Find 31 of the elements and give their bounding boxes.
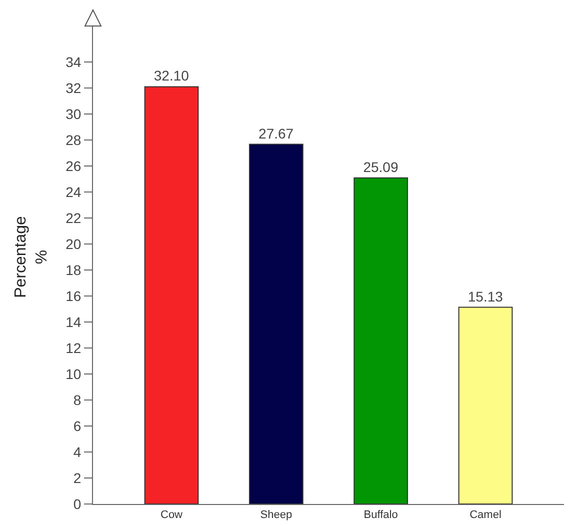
y-tick-label: 34: [66, 54, 82, 70]
bar: [458, 306, 513, 504]
bar: [354, 177, 408, 504]
y-tick-label: 6: [73, 418, 82, 434]
y-tick-label: 22: [66, 210, 82, 226]
x-tick-label: Sheep: [260, 509, 292, 522]
y-axis-title: Percentage %: [12, 216, 51, 298]
y-tick-label: 16: [66, 288, 82, 304]
y-tick-label: 4: [73, 444, 82, 460]
y-tick-label: 18: [66, 262, 82, 278]
x-tick-label: Camel: [470, 509, 502, 522]
bar: [248, 144, 304, 504]
y-tick-label: 12: [66, 340, 82, 356]
y-tick-label: 10: [66, 366, 82, 382]
y-tick-label: 28: [66, 132, 82, 148]
y-tick-label: 2: [73, 470, 82, 486]
x-tick-label: Cow: [160, 509, 183, 522]
y-tick-label: 24: [66, 184, 82, 200]
data-label: 25.09: [363, 158, 398, 175]
data-label: 15.13: [468, 288, 504, 304]
y-tick-label: 32: [66, 80, 82, 96]
x-tick-label: Buffalo: [364, 509, 398, 522]
y-tick-label: 20: [66, 236, 82, 252]
y-tick-label: 14: [66, 314, 82, 330]
y-tick-label: 8: [73, 392, 82, 408]
data-label: 27.67: [258, 125, 294, 142]
bar: [144, 86, 199, 504]
y-tick-label: 0: [73, 496, 82, 512]
data-label: 32.10: [154, 68, 190, 84]
y-tick-label: 30: [66, 106, 82, 122]
y-tick-label: 26: [66, 158, 82, 174]
